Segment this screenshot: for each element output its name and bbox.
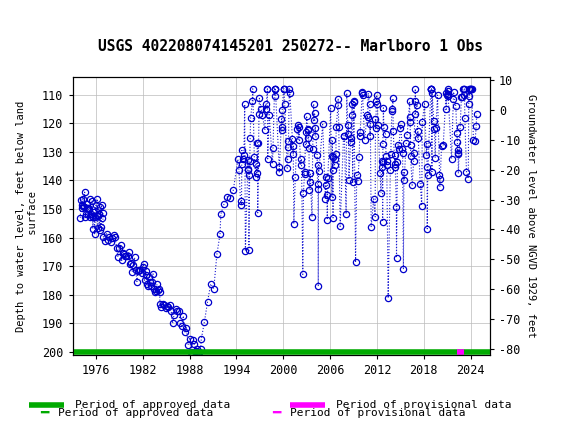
Text: ━: ━ — [41, 406, 49, 420]
Text: Period of approved data: Period of approved data — [75, 400, 231, 410]
Text: ━: ━ — [273, 406, 281, 420]
Y-axis label: Depth to water level, feet below land
 surface: Depth to water level, feet below land su… — [16, 101, 38, 332]
Y-axis label: Groundwater level above NGVD 1929, feet: Groundwater level above NGVD 1929, feet — [526, 94, 536, 338]
Text: Period of provisional data: Period of provisional data — [290, 408, 466, 418]
Text: ≡USGS: ≡USGS — [7, 10, 83, 30]
Text: USGS 402208074145201 250272-- Marlboro 1 Obs: USGS 402208074145201 250272-- Marlboro 1… — [97, 39, 483, 54]
Text: Period of approved data: Period of approved data — [58, 408, 213, 418]
Text: Period of provisional data: Period of provisional data — [336, 400, 512, 410]
